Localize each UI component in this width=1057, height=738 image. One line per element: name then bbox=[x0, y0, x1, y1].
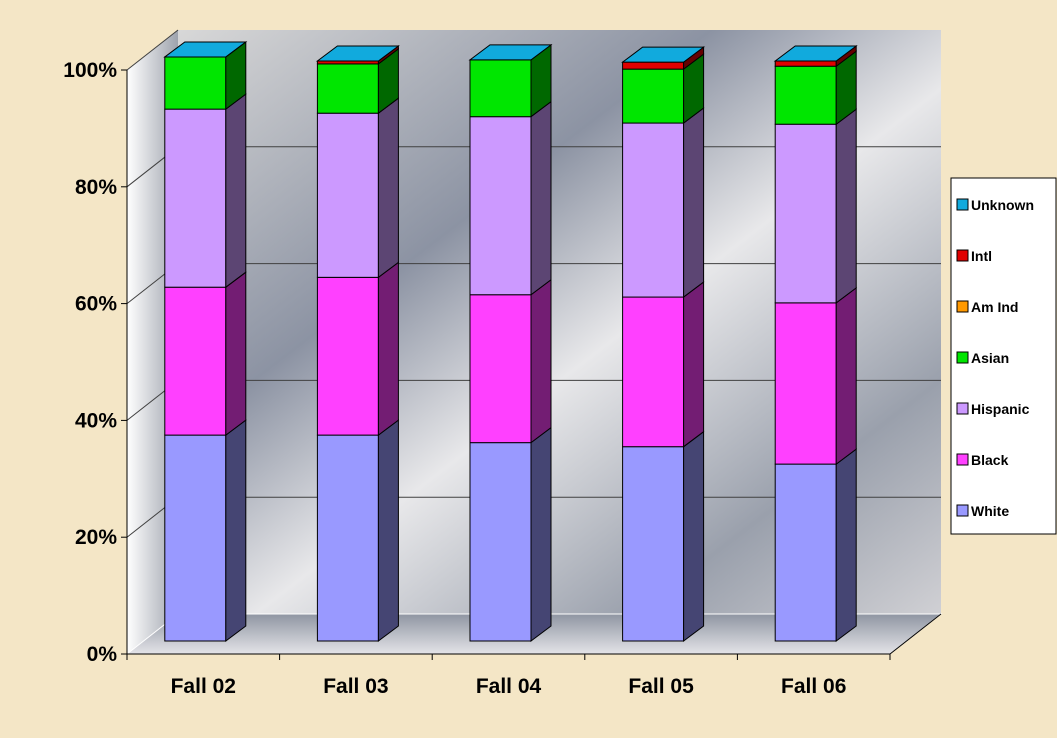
legend-label: Intl bbox=[971, 248, 992, 264]
bar-fall-05-asian bbox=[622, 68, 685, 124]
legend-label: Am Ind bbox=[971, 299, 1018, 315]
bar-fall-03-hispanic-side bbox=[377, 97, 399, 279]
x-tick-label: Fall 04 bbox=[476, 675, 542, 698]
x-tick-label: Fall 05 bbox=[628, 675, 694, 698]
legend-item-intl: Intl bbox=[956, 248, 992, 264]
y-tick-label: 60% bbox=[75, 293, 117, 316]
bar-fall-02-black bbox=[164, 286, 227, 436]
bar-fall-02-black-side bbox=[225, 271, 247, 437]
bar-fall-06-hispanic bbox=[774, 123, 837, 304]
bar-fall-06-black-side bbox=[835, 286, 857, 466]
y-tick-label: 0% bbox=[87, 643, 118, 666]
y-axis-labels: 0% 20% 40% 60% 80% 100% bbox=[63, 59, 127, 666]
legend-label: Hispanic bbox=[971, 401, 1030, 417]
bar-fall-04-hispanic bbox=[469, 116, 532, 296]
legend: Unknown Intl Am Ind Asian Hispanic Black White bbox=[950, 177, 1057, 535]
bar-fall-02-hispanic-side bbox=[225, 93, 247, 289]
bar-fall-04-white bbox=[469, 442, 532, 642]
y-tick-label: 100% bbox=[63, 59, 117, 82]
side-gridline bbox=[126, 29, 179, 71]
x-tick-label: Fall 03 bbox=[323, 675, 388, 698]
bar-fall-06-top bbox=[773, 45, 858, 62]
bar-fall-05-top bbox=[621, 46, 706, 63]
y-tick-label: 40% bbox=[75, 409, 117, 432]
bar-fall-03-white bbox=[316, 434, 379, 642]
bar-fall-05-intl bbox=[622, 61, 685, 70]
x-axis-labels: Fall 02 Fall 03 Fall 04 Fall 05 Fall 06 bbox=[126, 654, 891, 698]
legend-label: White bbox=[971, 503, 1009, 519]
bar-fall-04-asian bbox=[469, 59, 532, 118]
bar-fall-05-black bbox=[622, 296, 685, 448]
bar-fall-03-asian bbox=[316, 63, 379, 114]
bar-fall-04-black bbox=[469, 294, 532, 444]
legend-item-unknown: Unknown bbox=[956, 197, 1034, 213]
floor-edge bbox=[889, 613, 942, 655]
bar-fall-02-asian bbox=[164, 56, 227, 110]
bar-fall-03-top bbox=[315, 45, 400, 62]
bar-fall-03-black bbox=[316, 276, 379, 436]
legend-item-am-ind: Am Ind bbox=[956, 299, 1018, 315]
bar-fall-04-white-side bbox=[530, 426, 552, 642]
bar-fall-05-hispanic-side bbox=[683, 107, 705, 299]
bar-fall-03-black-side bbox=[377, 261, 399, 437]
bar-fall-04-hispanic-side bbox=[530, 100, 552, 296]
bar-fall-05-white bbox=[622, 446, 685, 642]
legend-swatch bbox=[956, 504, 969, 517]
bar-fall-06-white-side bbox=[835, 448, 857, 642]
legend-label: Black bbox=[971, 452, 1009, 468]
legend-swatch bbox=[956, 402, 969, 415]
bar-fall-04-black-side bbox=[530, 278, 552, 444]
bar-fall-05-white-side bbox=[683, 430, 705, 642]
legend-swatch bbox=[956, 351, 969, 364]
legend-item-black: Black bbox=[956, 452, 1009, 468]
bar-fall-05-hispanic bbox=[622, 122, 685, 298]
bar-stack-fall-02 bbox=[163, 40, 248, 642]
bar-fall-06-hispanic-side bbox=[835, 108, 857, 304]
bar-fall-02-white bbox=[164, 434, 227, 642]
bar-stack-fall-06 bbox=[773, 45, 858, 642]
bar-stack-fall-03 bbox=[315, 45, 400, 642]
y-tick-label: 20% bbox=[75, 526, 117, 549]
bar-fall-04-top bbox=[468, 44, 553, 61]
legend-swatch bbox=[956, 300, 969, 313]
axes bbox=[126, 70, 942, 655]
bar-fall-02-top bbox=[163, 41, 248, 58]
legend-item-asian: Asian bbox=[956, 350, 1009, 366]
bar-fall-02-hispanic bbox=[164, 108, 227, 288]
bar-fall-06-asian bbox=[774, 65, 837, 125]
legend-item-white: White bbox=[956, 503, 1009, 519]
y-tick-label: 80% bbox=[75, 176, 117, 199]
legend-swatch bbox=[956, 249, 969, 262]
legend-swatch bbox=[956, 453, 969, 466]
legend-label: Unknown bbox=[971, 197, 1034, 213]
bar-fall-06-white bbox=[774, 463, 837, 642]
bar-fall-02-white-side bbox=[225, 419, 247, 642]
legend-label: Asian bbox=[971, 350, 1009, 366]
bar-fall-03-hispanic bbox=[316, 112, 379, 278]
bar-fall-06-intl bbox=[774, 60, 837, 67]
bar-stack-fall-04 bbox=[468, 43, 553, 642]
bars bbox=[163, 40, 858, 642]
legend-swatch bbox=[956, 198, 969, 211]
bar-stack-fall-05 bbox=[621, 46, 706, 642]
bar-fall-05-black-side bbox=[683, 281, 705, 448]
x-tick-label: Fall 06 bbox=[781, 675, 846, 698]
bar-fall-06-black bbox=[774, 302, 837, 465]
bar-fall-03-white-side bbox=[377, 419, 399, 642]
legend-item-hispanic: Hispanic bbox=[956, 401, 1030, 417]
x-tick-label: Fall 02 bbox=[171, 675, 236, 698]
